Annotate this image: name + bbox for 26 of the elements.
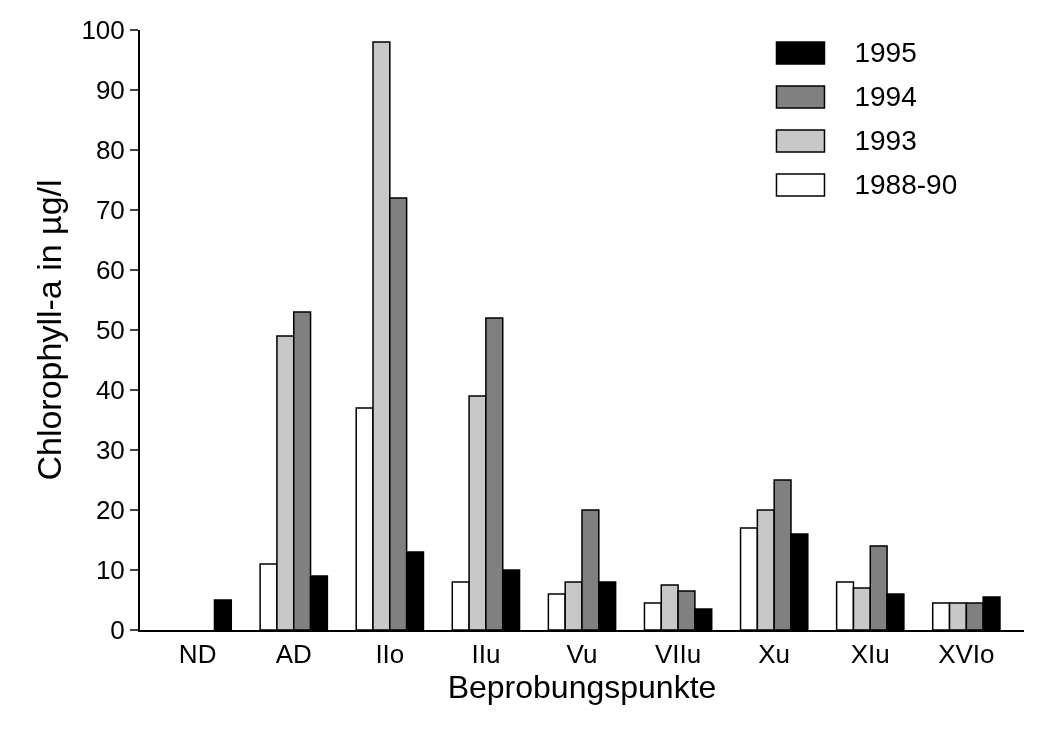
x-tick-label: VIIu	[654, 639, 702, 670]
y-tick-label: 100	[81, 15, 125, 46]
y-tick-label: 0	[110, 615, 125, 646]
legend-label: 1994	[854, 81, 917, 112]
x-axis-title: Beprobungspunkte	[447, 669, 717, 706]
y-tick-label: 10	[95, 555, 125, 586]
y-tick-label: 60	[95, 255, 125, 286]
x-tick-label: Xu	[758, 639, 791, 670]
y-tick-label: 50	[95, 315, 125, 346]
y-tick-label: 30	[95, 435, 125, 466]
y-tick-label: 80	[95, 135, 125, 166]
y-tick-label: 90	[95, 75, 125, 106]
x-tick-label: ND	[178, 639, 217, 670]
x-tick-label: XIu	[850, 639, 890, 670]
x-tick-label: XVIo	[938, 639, 995, 670]
legend-label: 1995	[854, 37, 917, 68]
x-tick-label: Vu	[566, 639, 598, 670]
y-axis-title: Chlorophyll-a in µg/l	[30, 179, 68, 481]
legend-label: 1993	[854, 125, 917, 156]
y-tick-label: 20	[95, 495, 125, 526]
y-tick-label: 70	[95, 195, 125, 226]
x-tick-label: IIo	[375, 639, 405, 670]
y-tick-label: 40	[95, 375, 125, 406]
legend-label: 1988-90	[854, 169, 958, 200]
x-tick-label: AD	[275, 639, 312, 670]
x-tick-label: IIu	[471, 639, 501, 670]
